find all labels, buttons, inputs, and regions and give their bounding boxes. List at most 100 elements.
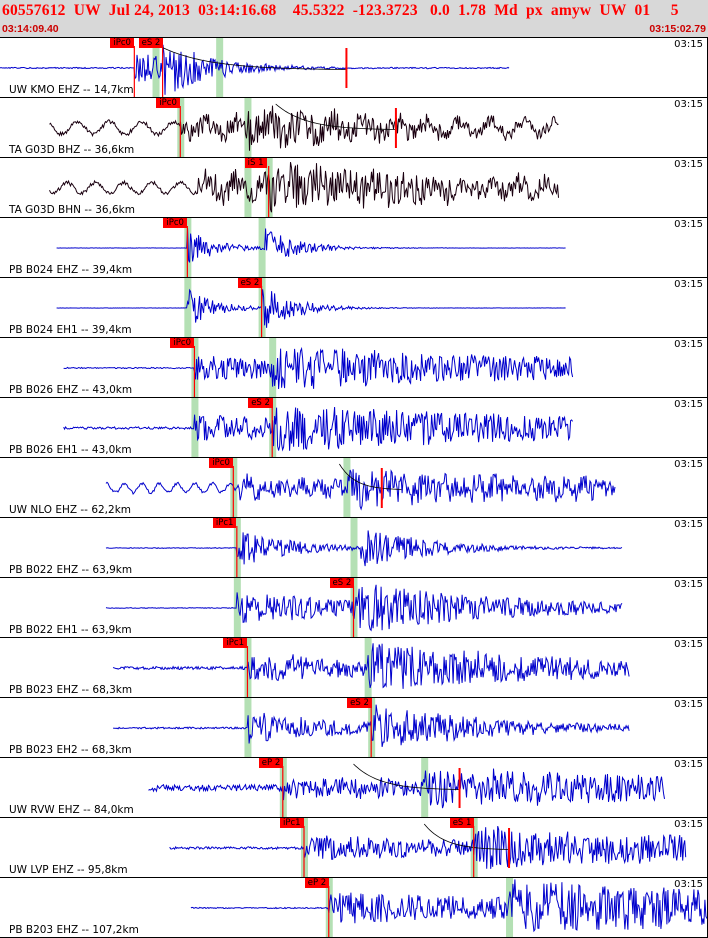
window-end-time: 03:15:02.79 bbox=[649, 23, 706, 35]
waveform-trace bbox=[49, 105, 559, 151]
s-window-marker bbox=[244, 98, 252, 157]
seismogram-panels: iPc0 eS 2 UW KMO EHZ -- 14,7km 03:15 iPc0 TA … bbox=[0, 38, 708, 938]
trace-panel[interactable]: eS 2 PB B024 EH1 -- 39,4km 03:15 bbox=[0, 278, 707, 338]
window-start-time: 03:14:09.40 bbox=[2, 23, 59, 35]
phase-pick-label[interactable]: eS 2 bbox=[347, 698, 372, 708]
waveform-plot bbox=[105, 458, 616, 517]
s-window-marker bbox=[269, 338, 277, 397]
phase-pick-label[interactable]: eP 2 bbox=[304, 878, 330, 888]
waveform-trace bbox=[63, 406, 574, 452]
waveform-trace bbox=[56, 288, 566, 328]
waveform-plot bbox=[49, 158, 559, 217]
phase-pick-label[interactable]: iPc1 bbox=[280, 818, 304, 828]
trace-panel[interactable]: iPc0 UW NLO EHZ -- 62,2km 03:15 bbox=[0, 458, 707, 518]
trace-panel[interactable]: eS 2 PB B022 EH1 -- 63,9km 03:15 bbox=[0, 578, 707, 638]
waveform-trace bbox=[49, 162, 559, 213]
trace-panel[interactable]: iPc0 eS 2 UW KMO EHZ -- 14,7km 03:15 bbox=[0, 38, 707, 98]
phase-pick-label[interactable]: iPc0 bbox=[156, 98, 180, 108]
trace-panel[interactable]: eS 2 PB B026 EH1 -- 43,0km 03:15 bbox=[0, 398, 707, 458]
phase-pick-label[interactable]: eS 2 bbox=[237, 278, 263, 288]
waveform-plot bbox=[113, 698, 630, 757]
event-header: 60557612 UW Jul 24, 2013 03:14:16.68 45.… bbox=[0, 0, 708, 38]
waveform-plot bbox=[105, 518, 623, 577]
phase-pick-label[interactable]: eS 1 bbox=[449, 818, 475, 828]
trace-panel[interactable]: iPc1 eS 1 UW LVP EHZ -- 95,8km 03:15 bbox=[0, 818, 707, 878]
coda-decay-curve bbox=[275, 103, 396, 130]
waveform-plot bbox=[63, 338, 574, 397]
waveform-plot bbox=[148, 758, 665, 817]
panel-time-label: 03:15 bbox=[674, 459, 703, 470]
trace-panel[interactable]: iPc0 PB B026 EHZ -- 43,0km 03:15 bbox=[0, 338, 707, 398]
phase-pick-label[interactable]: iPc1 bbox=[212, 518, 237, 528]
channel-label: PB B026 EHZ -- 43,0km bbox=[9, 384, 133, 396]
event-summary: 60557612 UW Jul 24, 2013 03:14:16.68 45.… bbox=[2, 2, 679, 19]
panel-time-label: 03:15 bbox=[674, 159, 703, 170]
channel-label: PB B022 EH1 -- 63,9km bbox=[9, 624, 132, 636]
phase-pick-label[interactable]: iPc0 bbox=[110, 38, 134, 48]
waveform-trace bbox=[63, 346, 574, 390]
waveform-trace bbox=[105, 584, 623, 632]
p-window-marker bbox=[233, 578, 241, 637]
panel-time-label: 03:15 bbox=[674, 819, 703, 830]
trace-panel[interactable]: eS 2 PB B023 EH2 -- 68,3km 03:15 bbox=[0, 698, 707, 758]
trace-panel[interactable]: iPc0 TA G03D BHZ -- 36,6km 03:15 bbox=[0, 98, 707, 158]
phase-pick-label[interactable]: eS 2 bbox=[329, 578, 355, 588]
channel-label: TA G03D BHN -- 36,6km bbox=[9, 204, 135, 216]
panel-time-label: 03:15 bbox=[674, 279, 703, 290]
waveform-plot bbox=[0, 38, 510, 97]
trace-panel[interactable]: iPc1 PB B022 EHZ -- 63,9km 03:15 bbox=[0, 518, 707, 578]
channel-label: PB B023 EH2 -- 68,3km bbox=[9, 744, 132, 756]
s-window-marker bbox=[258, 218, 266, 277]
phase-pick-label[interactable]: iPc0 bbox=[170, 338, 194, 348]
trace-panel[interactable]: iPc0 PB B024 EHZ -- 39,4km 03:15 bbox=[0, 218, 707, 278]
coda-decay-curve bbox=[155, 43, 346, 70]
phase-pick-label[interactable]: iPc1 bbox=[223, 638, 248, 648]
coda-decay-curve bbox=[353, 763, 460, 790]
channel-label: TA G03D BHZ -- 36,6km bbox=[9, 144, 135, 156]
phase-pick-label[interactable]: iS 1 bbox=[244, 158, 267, 168]
waveform-plot bbox=[49, 98, 559, 157]
s-window-marker bbox=[421, 758, 429, 817]
waveform-trace bbox=[148, 768, 665, 809]
waveform-trace bbox=[112, 643, 630, 689]
panel-time-label: 03:15 bbox=[674, 699, 703, 710]
panel-time-label: 03:15 bbox=[674, 399, 703, 410]
channel-label: PB B023 EHZ -- 68,3km bbox=[9, 684, 133, 696]
phase-pick-label[interactable]: eS 2 bbox=[248, 398, 273, 408]
panel-time-label: 03:15 bbox=[674, 579, 703, 590]
panel-time-label: 03:15 bbox=[674, 339, 703, 350]
channel-label: PB B022 EHZ -- 63,9km bbox=[9, 564, 133, 576]
trace-panel[interactable]: iPc1 PB B023 EHZ -- 68,3km 03:15 bbox=[0, 638, 707, 698]
trace-panel[interactable]: eP 2 PB B203 EHZ -- 107,2km 03:15 bbox=[0, 878, 707, 938]
phase-pick-label[interactable]: eS 2 bbox=[138, 38, 164, 48]
panel-time-label: 03:15 bbox=[674, 99, 703, 110]
channel-label: UW RVW EHZ -- 84,0km bbox=[9, 804, 134, 816]
waveform-trace bbox=[105, 469, 616, 511]
p-window-marker bbox=[184, 278, 192, 337]
waveform-plot bbox=[105, 578, 623, 637]
waveform-plot bbox=[112, 638, 630, 697]
waveform-plot bbox=[63, 398, 574, 457]
panel-time-label: 03:15 bbox=[674, 219, 703, 230]
phase-pick-label[interactable]: iPc0 bbox=[163, 218, 187, 228]
trace-panel[interactable]: eP 2 UW RVW EHZ -- 84,0km 03:15 bbox=[0, 758, 707, 818]
panel-time-label: 03:15 bbox=[674, 639, 703, 650]
channel-label: UW LVP EHZ -- 95,8km bbox=[9, 864, 128, 876]
waveform-plot bbox=[56, 218, 566, 277]
s-window-marker bbox=[506, 878, 514, 937]
panel-time-label: 03:15 bbox=[674, 519, 703, 530]
waveform-trace bbox=[105, 530, 623, 567]
waveform-trace bbox=[56, 228, 566, 263]
trace-panel[interactable]: iS 1 TA G03D BHN -- 36,6km 03:15 bbox=[0, 158, 707, 218]
coda-decay-curve bbox=[339, 463, 402, 490]
panel-time-label: 03:15 bbox=[674, 39, 703, 50]
phase-pick-label[interactable]: eP 2 bbox=[258, 758, 284, 768]
coda-decay-curve bbox=[423, 823, 509, 850]
waveform-plot bbox=[169, 818, 687, 877]
phase-pick-label[interactable]: iPc0 bbox=[209, 458, 233, 468]
waveform-trace bbox=[0, 44, 510, 95]
channel-label: PB B024 EHZ -- 39,4km bbox=[9, 264, 133, 276]
panel-time-label: 03:15 bbox=[674, 879, 703, 890]
waveform-plot bbox=[190, 878, 707, 937]
waveform-trace bbox=[190, 879, 707, 933]
